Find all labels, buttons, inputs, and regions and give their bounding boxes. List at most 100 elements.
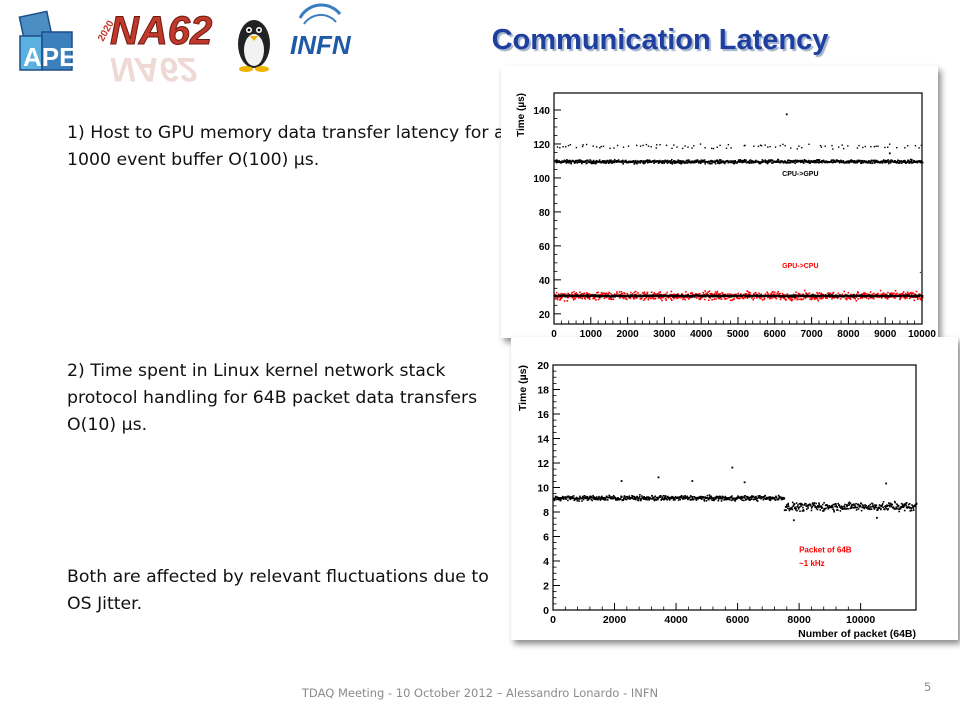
data-point bbox=[792, 161, 795, 164]
data-point bbox=[805, 161, 807, 163]
data-point bbox=[769, 145, 771, 148]
data-point bbox=[740, 495, 743, 498]
data-point bbox=[576, 500, 579, 502]
data-point bbox=[900, 506, 902, 508]
data-point bbox=[763, 297, 766, 300]
data-point bbox=[895, 506, 898, 508]
data-point bbox=[897, 505, 899, 508]
data-point bbox=[603, 162, 606, 164]
data-point bbox=[556, 160, 558, 163]
data-point bbox=[914, 145, 917, 147]
data-point bbox=[786, 161, 789, 163]
data-point bbox=[647, 496, 649, 498]
data-point bbox=[620, 495, 622, 498]
data-point bbox=[563, 293, 565, 295]
data-point bbox=[648, 499, 650, 501]
data-point bbox=[780, 296, 782, 299]
data-point bbox=[910, 162, 912, 164]
data-point bbox=[619, 297, 621, 299]
data-point bbox=[652, 295, 654, 298]
data-point bbox=[915, 294, 917, 296]
y-tick-label: 100 bbox=[533, 174, 550, 185]
data-point bbox=[799, 159, 801, 162]
data-point bbox=[573, 290, 575, 293]
data-point bbox=[744, 144, 746, 147]
data-point bbox=[738, 160, 740, 162]
data-point bbox=[864, 506, 867, 508]
data-point bbox=[555, 297, 557, 300]
data-point bbox=[779, 298, 782, 301]
data-point bbox=[645, 143, 648, 146]
data-point bbox=[839, 161, 842, 163]
data-point bbox=[871, 503, 874, 505]
data-point bbox=[869, 291, 872, 293]
data-point bbox=[641, 292, 644, 294]
data-point bbox=[893, 508, 896, 510]
data-point bbox=[903, 161, 905, 164]
data-point bbox=[569, 498, 572, 500]
data-point bbox=[839, 298, 842, 300]
data-point bbox=[744, 495, 747, 497]
y-tick-label: 10 bbox=[537, 483, 549, 495]
data-point bbox=[598, 159, 601, 161]
data-point bbox=[665, 498, 668, 500]
data-point bbox=[848, 297, 851, 299]
data-point bbox=[717, 297, 720, 300]
data-point bbox=[630, 295, 633, 298]
data-point bbox=[847, 291, 850, 294]
data-point bbox=[721, 498, 723, 500]
data-point bbox=[592, 145, 594, 147]
data-point bbox=[760, 145, 763, 147]
data-point bbox=[640, 298, 642, 300]
data-point bbox=[666, 499, 668, 501]
data-point bbox=[593, 297, 596, 300]
data-point bbox=[709, 297, 712, 299]
data-point bbox=[643, 498, 645, 500]
data-point bbox=[875, 506, 878, 509]
data-point bbox=[691, 147, 693, 149]
data-point bbox=[889, 293, 891, 295]
data-point bbox=[700, 295, 702, 298]
data-point bbox=[911, 159, 913, 161]
data-point bbox=[750, 496, 752, 499]
data-point bbox=[704, 290, 706, 292]
data-point bbox=[810, 509, 813, 512]
data-point bbox=[790, 296, 792, 298]
data-point bbox=[718, 293, 721, 295]
data-point bbox=[698, 497, 701, 499]
data-point bbox=[566, 496, 568, 499]
data-point bbox=[823, 160, 825, 163]
data-point bbox=[598, 495, 600, 498]
data-point bbox=[848, 501, 851, 504]
data-point bbox=[730, 293, 733, 296]
data-point bbox=[638, 294, 641, 297]
data-point bbox=[659, 295, 662, 297]
data-point bbox=[899, 507, 902, 510]
data-point bbox=[608, 161, 610, 164]
data-point bbox=[616, 144, 619, 147]
data-point bbox=[746, 290, 748, 292]
data-point bbox=[684, 295, 686, 297]
data-point bbox=[875, 295, 877, 298]
data-point bbox=[879, 505, 882, 507]
data-point bbox=[663, 162, 665, 164]
data-point bbox=[760, 293, 762, 295]
data-point bbox=[899, 297, 902, 300]
slide-footer: TDAQ Meeting - 10 October 2012 – Alessan… bbox=[301, 686, 659, 700]
data-point bbox=[586, 162, 588, 164]
data-point bbox=[838, 146, 840, 148]
data-point bbox=[843, 505, 845, 508]
data-point bbox=[715, 495, 718, 498]
data-point bbox=[764, 144, 766, 146]
data-point bbox=[889, 143, 891, 145]
data-point bbox=[752, 160, 754, 162]
data-point bbox=[879, 160, 882, 163]
data-point bbox=[877, 160, 880, 163]
data-point bbox=[756, 499, 758, 502]
data-point bbox=[875, 504, 878, 506]
data-point bbox=[687, 294, 690, 296]
data-point bbox=[626, 295, 629, 298]
data-point bbox=[632, 161, 634, 163]
data-point bbox=[630, 291, 632, 294]
data-point bbox=[673, 160, 675, 162]
